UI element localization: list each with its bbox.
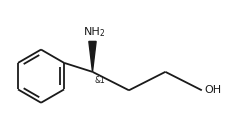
Text: OH: OH <box>204 85 221 95</box>
Text: 2: 2 <box>99 29 104 38</box>
Text: &1: &1 <box>94 76 105 85</box>
Polygon shape <box>88 41 96 72</box>
Text: NH: NH <box>84 27 101 37</box>
